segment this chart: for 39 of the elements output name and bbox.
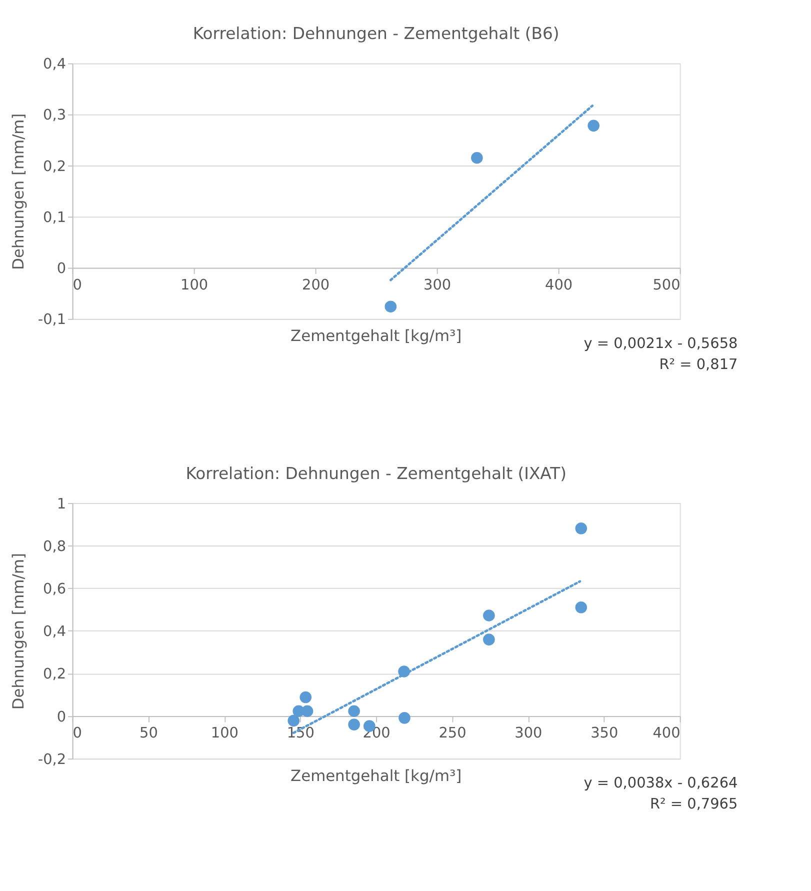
x-tick-label: 100 — [210, 726, 238, 742]
y-tick-label: 0,3 — [43, 108, 66, 124]
x-tick-label: 500 — [652, 277, 680, 294]
y-tick-label: 0,4 — [43, 624, 66, 640]
text: R² = 0,7965 — [650, 796, 738, 813]
x-tick-label: 200 — [302, 277, 330, 294]
chart-title: Korrelation: Dehnungen - Zementgehalt (B6) — [192, 24, 560, 44]
x-tick-label: 100 — [180, 277, 208, 294]
y-tick-label: 0,8 — [43, 538, 66, 555]
x-tick-label: 0 — [72, 726, 82, 742]
point — [471, 152, 483, 164]
x-tick-label: 300 — [514, 726, 542, 742]
y-tick-label: 0 — [56, 261, 66, 278]
x-tick-label: 250 — [438, 726, 466, 742]
y-tick-label: -0,1 — [38, 312, 66, 328]
y-axis-title: Dehnungen [mm/m] — [9, 553, 28, 710]
x-axis-title: Zementgehalt [kg/m³] — [290, 327, 462, 346]
y-axis-title: Dehnungen [mm/m] — [9, 113, 28, 270]
x-tick-label: 350 — [590, 726, 618, 742]
x-tick-label: 400 — [545, 277, 573, 294]
y-tick-label: 0,2 — [43, 666, 66, 683]
y-tick-label: 0,4 — [43, 56, 66, 73]
y-tick-label: 1 — [56, 496, 66, 512]
text: y = 0,0038x - 0,6264 — [584, 776, 738, 792]
text: y = 0,0021x - 0,5658 — [584, 336, 738, 352]
x-axis-title: Zementgehalt [kg/m³] — [290, 766, 462, 785]
point — [384, 300, 397, 312]
y-tick-label: 0,2 — [43, 158, 66, 175]
chart-title: Korrelation: Dehnungen - Zementgehalt (IXAT) — [186, 464, 566, 483]
text: R² = 0,817 — [659, 357, 738, 374]
x-tick-label: 300 — [424, 277, 452, 294]
y-tick-label: 0,6 — [43, 582, 66, 598]
x-tick-label: 400 — [652, 726, 680, 742]
x-tick-label: 0 — [72, 277, 82, 294]
x-tick-label: 50 — [140, 726, 158, 742]
y-tick-label: 0 — [56, 709, 66, 726]
y-tick-label: -0,2 — [38, 752, 66, 768]
y-tick-label: 0,1 — [43, 210, 66, 226]
point — [588, 120, 600, 132]
